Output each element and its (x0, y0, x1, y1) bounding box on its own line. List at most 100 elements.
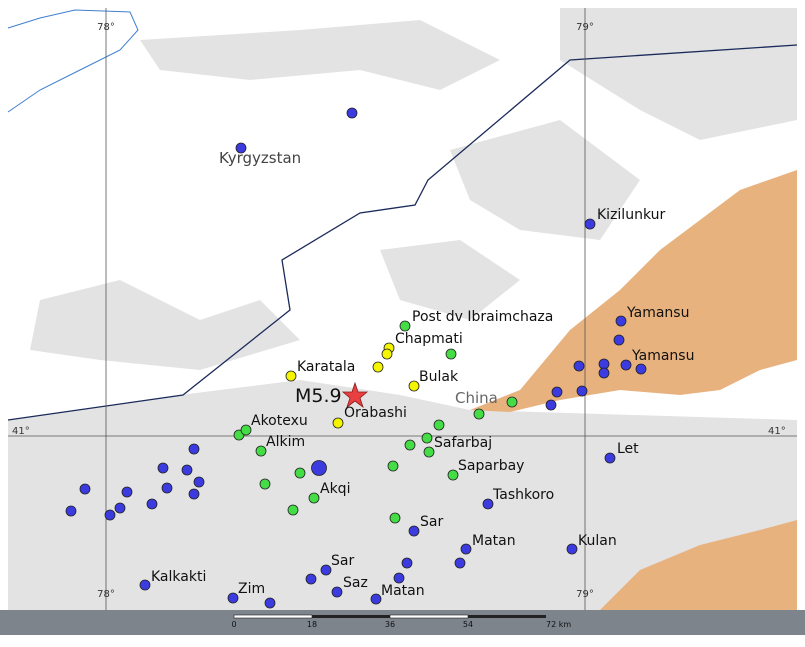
station-dot (387, 460, 399, 472)
scale-label: 18 (307, 620, 317, 629)
station-dot (421, 432, 433, 444)
scale-label: 36 (385, 620, 395, 629)
station-dot (381, 348, 393, 360)
station-dot (121, 486, 133, 498)
station-dot (620, 359, 632, 371)
station-dot (604, 452, 616, 464)
place-label: Safarbaj (434, 435, 492, 451)
station-dot (146, 498, 158, 510)
epicenter-label: M5.9 (295, 385, 342, 407)
place-label: Chapmati (395, 331, 463, 347)
station-dot (104, 509, 116, 521)
scale-label: 54 (463, 620, 473, 629)
desert (470, 170, 797, 610)
place-label: Kulan (578, 533, 617, 549)
station-dot (576, 385, 588, 397)
place-label: Akqi (320, 481, 350, 497)
station-dot (460, 543, 472, 555)
stations (65, 107, 647, 609)
station-dot (188, 488, 200, 500)
station-dot (473, 408, 485, 420)
station-dot (332, 417, 344, 429)
place-label: Kizilunkur (597, 207, 665, 223)
station-dot (598, 358, 610, 370)
place-labels: Post dv Ibraimchaza Chapmati Karatala Bulak… (151, 207, 694, 599)
station-dot (331, 586, 343, 598)
place-label: Saz (343, 575, 368, 591)
station-dot (259, 478, 271, 490)
station-dot (408, 525, 420, 537)
place-label: Matan (472, 533, 516, 549)
place-label: Karatala (297, 359, 355, 375)
station-dot (433, 419, 445, 431)
lat-label: 41° (768, 426, 786, 437)
place-label: Sar (420, 514, 443, 530)
station-dot (294, 467, 306, 479)
place-label: Yamansu (631, 348, 694, 364)
place-label: Sar (331, 553, 354, 569)
station-dot (79, 483, 91, 495)
place-label: Orabashi (344, 405, 407, 421)
place-label: Bulak (419, 369, 459, 385)
station-dot (584, 218, 596, 230)
station-dot (445, 348, 457, 360)
station-dot (264, 597, 276, 609)
place-label: Matan (381, 583, 425, 599)
scale-bar-background (0, 610, 805, 635)
border (7, 44, 798, 421)
station-dot (447, 469, 459, 481)
station-dot (370, 593, 382, 605)
place-label: Zim (238, 581, 265, 597)
place-label: Let (617, 441, 639, 457)
station-dot (408, 380, 420, 392)
station-dot (551, 386, 563, 398)
station-dot (157, 462, 169, 474)
scale-labels: 0 18 36 54 72 km (231, 620, 571, 629)
scale-label: 0 (231, 620, 236, 629)
lat-label: 41° (12, 426, 30, 437)
station-dot (566, 543, 578, 555)
scale-bar (233, 614, 546, 619)
station-dot (139, 579, 151, 591)
station-dot (227, 592, 239, 604)
station-dot (573, 360, 585, 372)
lon-label: 78° (97, 22, 115, 33)
terrain (8, 8, 797, 610)
station-dot (346, 107, 358, 119)
epicenter-star (341, 381, 369, 409)
station-dot (613, 334, 625, 346)
station-dot (161, 482, 173, 494)
station-dot (404, 439, 416, 451)
place-label: Kalkakti (151, 569, 206, 585)
station-dot (372, 361, 384, 373)
station-dot (188, 443, 200, 455)
station-dot (181, 464, 193, 476)
station-dot (423, 446, 435, 458)
station-dot (285, 370, 297, 382)
station-dot (399, 320, 411, 332)
station-dot (311, 460, 327, 476)
country-label: China (455, 389, 498, 407)
station-dot (240, 424, 252, 436)
lon-label: 79° (576, 22, 594, 33)
graticule (8, 8, 797, 610)
station-dot (506, 396, 518, 408)
station-dot (482, 498, 494, 510)
station-dot (393, 572, 405, 584)
country-label: Kyrgyzstan (219, 149, 301, 167)
station-dot (320, 564, 332, 576)
station-dot (193, 476, 205, 488)
station-dot (255, 445, 267, 457)
station-dot (235, 142, 247, 154)
place-label: Tashkoro (492, 487, 554, 503)
scale-label: 72 km (546, 620, 571, 629)
station-dot (401, 557, 413, 569)
station-dot (389, 512, 401, 524)
station-dot (308, 492, 320, 504)
lon-label: 78° (97, 589, 115, 600)
station-dot (65, 505, 77, 517)
lon-label: 79° (576, 589, 594, 600)
station-dot (305, 573, 317, 585)
